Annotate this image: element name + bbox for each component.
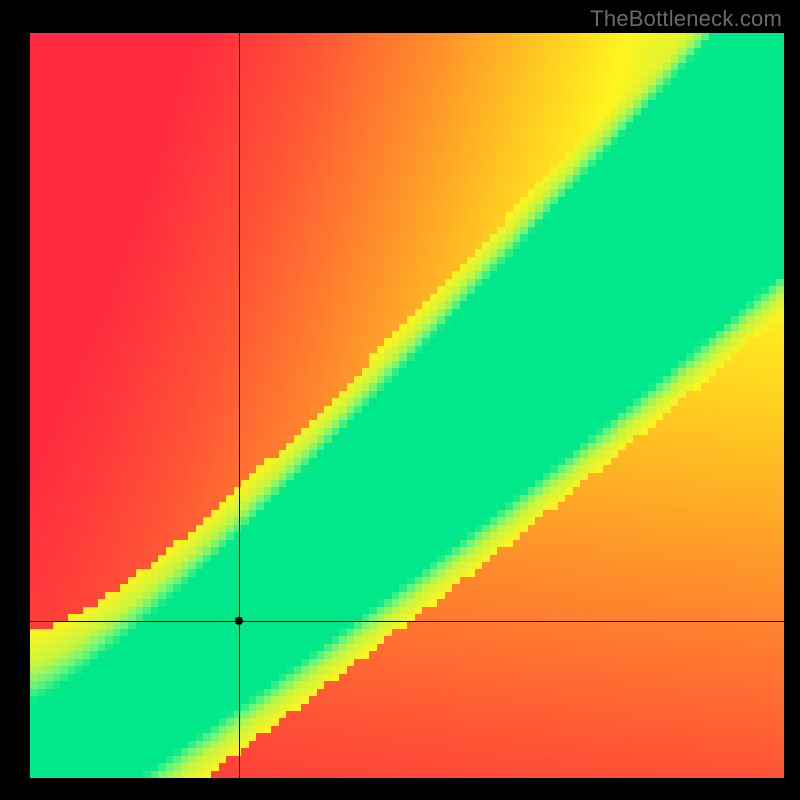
watermark-text: TheBottleneck.com <box>590 6 782 32</box>
bottleneck-heatmap <box>30 33 784 778</box>
chart-container: TheBottleneck.com <box>0 0 800 800</box>
